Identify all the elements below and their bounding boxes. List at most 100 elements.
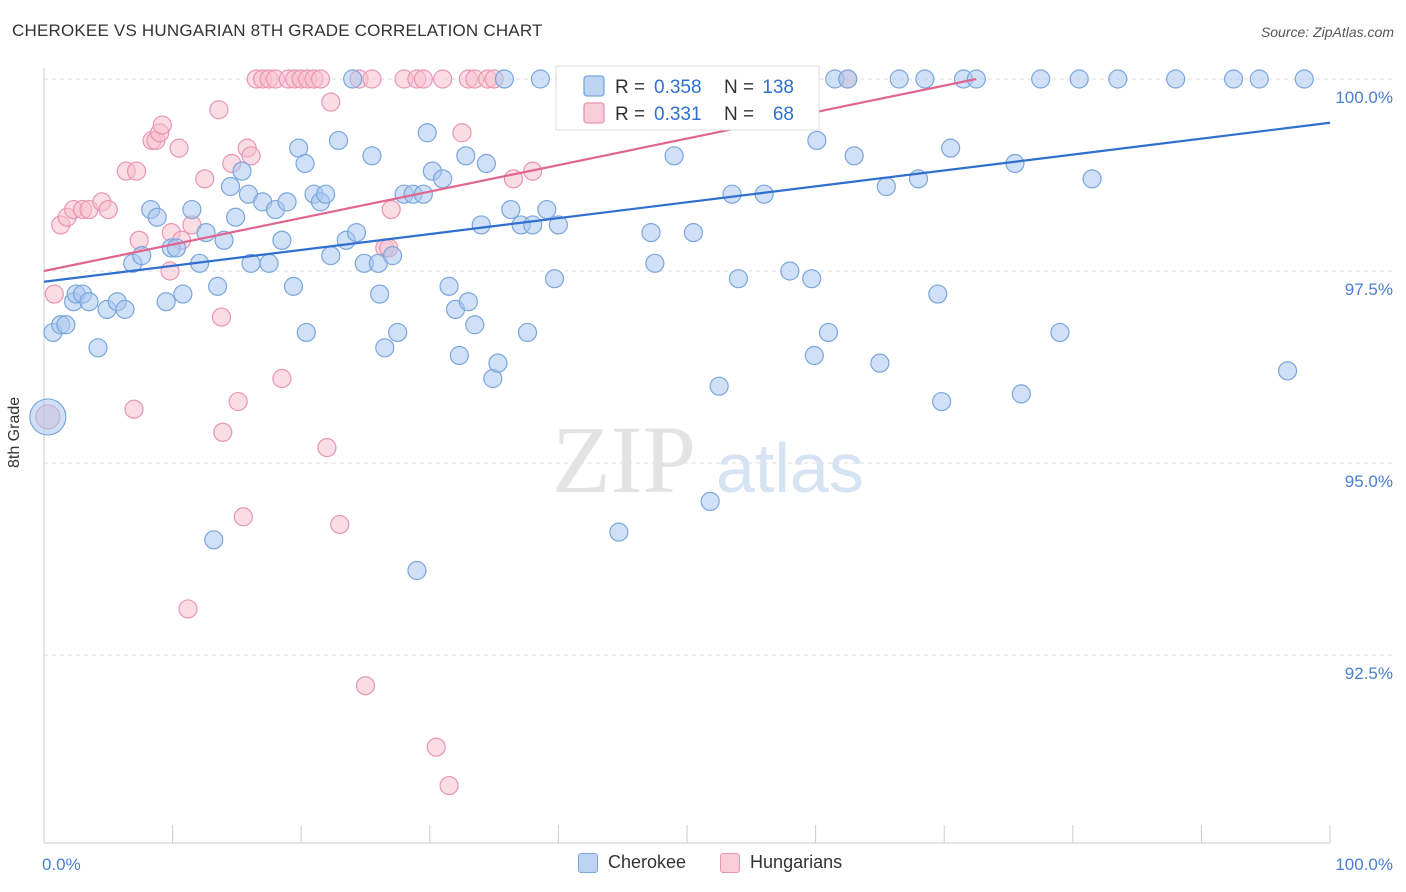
cherokee-trend-line: [43, 121, 1331, 283]
legend-item-hungarians[interactable]: Hungarians: [720, 852, 842, 873]
cherokee-point: [295, 153, 315, 174]
cherokee-point: [1082, 169, 1102, 189]
y-tick-label: 97.5%: [1345, 280, 1393, 299]
legend-r-label: R =: [615, 104, 645, 125]
y-tick-label: 95.0%: [1345, 472, 1393, 491]
cherokee-point: [802, 269, 822, 289]
cherokee-point: [807, 130, 827, 151]
hungarians-point: [195, 169, 215, 189]
watermark: ZIP atlas: [552, 406, 864, 513]
hungarians-point: [452, 123, 472, 143]
cherokee-point: [1011, 384, 1031, 404]
cherokee-point: [838, 69, 858, 89]
cherokee-point: [476, 153, 496, 174]
cherokee-point: [728, 269, 749, 289]
cherokee-point: [683, 223, 704, 243]
cherokee-point: [388, 322, 408, 343]
cherokee-point: [182, 199, 202, 220]
cherokee-point: [156, 292, 176, 312]
cherokee-point: [226, 207, 246, 227]
cherokee-point: [537, 199, 557, 220]
hungarians-point: [169, 138, 189, 158]
hungarians-point: [413, 69, 433, 89]
hungarians-point: [439, 775, 459, 796]
hungarians-point: [233, 507, 253, 527]
cherokee-point: [609, 522, 629, 542]
cherokee-point: [147, 207, 167, 227]
cherokee-point: [488, 353, 508, 373]
hungarians-point: [213, 422, 233, 442]
hungarians-point: [98, 199, 118, 220]
cherokee-swatch: [578, 852, 598, 873]
legend-swatch: [583, 75, 605, 97]
cherokee-point: [494, 69, 514, 89]
cherokee-point: [876, 176, 896, 197]
watermark-atlas: atlas: [716, 429, 864, 507]
cherokee-point: [362, 146, 382, 166]
legend-item-cherokee[interactable]: Cherokee: [578, 852, 686, 873]
cherokee-point: [544, 269, 565, 289]
hungarians-point: [317, 438, 337, 458]
legend-label-cherokee: Cherokee: [608, 852, 687, 872]
cherokee-point: [296, 322, 316, 343]
cherokee-point: [272, 230, 292, 250]
cherokee-point: [709, 376, 729, 396]
cherokee-point: [56, 315, 76, 335]
legend-r-value: 0.358: [654, 77, 702, 98]
cherokee-point: [471, 215, 491, 235]
cherokee-points: [29, 69, 1314, 581]
cherokee-point: [343, 69, 363, 89]
cherokee-point: [1294, 69, 1314, 89]
chart-title: CHEROKEE VS HUNGARIAN 8TH GRADE CORRELAT…: [12, 21, 543, 40]
cherokee-point: [259, 253, 279, 273]
hungarians-point: [310, 69, 331, 89]
cherokee-point: [277, 192, 297, 212]
x-tick-label: 100.0%: [1335, 855, 1393, 874]
cherokee-point: [517, 322, 538, 343]
hungarians-point: [124, 399, 144, 419]
cherokee-point: [173, 284, 193, 304]
cherokee-point: [1249, 69, 1269, 89]
hungarians-point: [228, 391, 248, 412]
cherokee-point: [889, 69, 909, 89]
y-tick-label: 92.5%: [1345, 664, 1393, 683]
legend-label-hungarians: Hungarians: [750, 852, 843, 872]
cherokee-point: [115, 299, 135, 319]
cherokee-point: [328, 130, 349, 151]
cherokee-point: [501, 199, 521, 220]
cherokee-point: [433, 169, 453, 189]
hungarians-trend-line: [43, 77, 977, 273]
cherokee-point: [316, 184, 336, 204]
cherokee-point: [664, 146, 684, 166]
cherokee-point: [941, 138, 961, 158]
hungarians-swatch: [720, 852, 741, 873]
stats-legend: R = 0.358 N = 138 R = 0.331 N = 68: [555, 65, 820, 131]
legend-n-value: 68: [773, 104, 794, 125]
legend-r-label: R =: [615, 77, 645, 98]
x-tick-label: 0.0%: [42, 855, 81, 874]
hungarians-point: [152, 115, 172, 135]
tick-labels: 92.5% 95.0% 97.5% 100.0% 0.0% 100.0%: [42, 88, 1393, 874]
hungarians-point: [355, 676, 376, 696]
hungarians-point: [178, 599, 198, 619]
cherokee-point: [548, 215, 569, 235]
cherokee-point: [220, 176, 241, 197]
cherokee-point: [1166, 69, 1186, 89]
cherokee-point: [523, 215, 543, 235]
cherokee-point: [456, 146, 476, 166]
cherokee-point: [780, 261, 800, 281]
cherokee-point: [204, 530, 224, 550]
cherokee-point: [722, 184, 742, 204]
hungarians-point: [272, 368, 292, 389]
hungarians-point: [211, 307, 232, 327]
cherokee-point: [700, 491, 720, 511]
cherokee-point: [818, 322, 839, 343]
legend-n-label: N =: [724, 77, 754, 98]
cherokee-point: [375, 338, 395, 358]
y-tick-label: 100.0%: [1335, 88, 1393, 107]
hungarians-point: [381, 199, 401, 220]
cherokee-point: [844, 146, 864, 166]
cherokee-point: [79, 292, 99, 312]
cherokee-point: [449, 345, 469, 366]
cherokee-point: [1277, 361, 1298, 381]
